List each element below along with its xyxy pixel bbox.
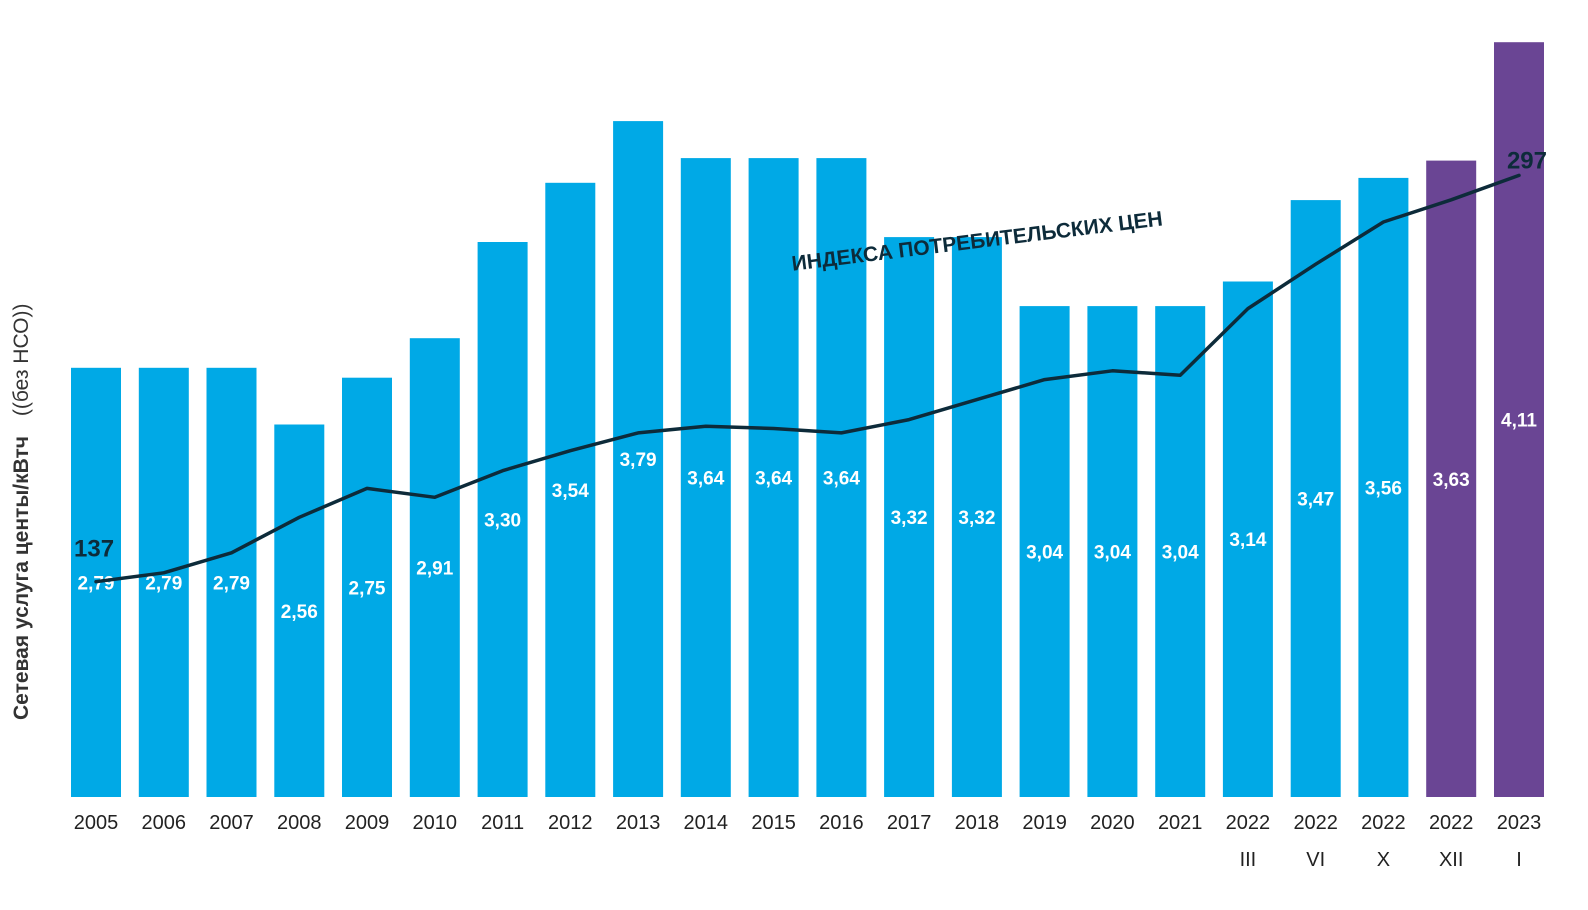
x-tick-label-15: 2020 [1090,812,1135,834]
x-tick-sublabel-18: VI [1306,849,1325,871]
x-tick-sublabel-17: III [1240,849,1257,871]
x-tick-label-6: 2011 [481,812,524,834]
x-tick-label-20: 2022 [1429,812,1474,834]
bar-value-label-3: 2,56 [281,602,318,623]
bar-7 [545,182,596,798]
bar-5 [409,338,460,797]
bar-19 [1358,177,1409,797]
cpi-line [94,173,1521,584]
bar-labels-group: 2,79 2,79 2,79 2,56 2,75 2,91 3,30 3,54 3,79 3,64… [78,411,1538,623]
bar-value-label-0: 2,79 [78,573,115,594]
bar-value-label-11: 3,64 [823,469,860,490]
bar-value-label-13: 3,32 [958,508,995,529]
x-tick-label-9: 2014 [684,812,729,834]
x-tick-label-4: 2009 [345,812,390,834]
x-tick-label-8: 2013 [616,812,661,834]
x-tick-label-12: 2017 [887,812,932,834]
bar-11 [816,158,867,798]
bar-value-label-21: 4,11 [1501,411,1537,432]
y-axis-label: Сетевая услуга центы/кВтч [10,436,33,720]
x-tick-sublabel-19: X [1377,849,1390,871]
bar-value-label-2: 2,79 [213,573,250,594]
x-tick-label-18: 2022 [1293,812,1338,834]
bar-1 [138,367,189,797]
bar-value-label-15: 3,04 [1094,543,1131,564]
bar-3 [274,424,325,797]
x-axis-ticks: 2005 2006 2007 2008 2009 2010 2011 2012 2013 2014… [74,812,1542,871]
bar-6 [477,242,528,797]
svg-text:Сетевая услуга центы/кВтч: Сетевая услуга центы/кВтч ((без НСО)) [10,304,33,720]
bar-16 [1155,306,1206,797]
x-tick-label-19: 2022 [1361,812,1406,834]
bar-value-label-10: 3,64 [755,469,792,490]
x-tick-label-21: 2023 [1497,812,1542,834]
bar-21 [1494,42,1544,797]
bar-14 [1019,306,1070,797]
x-tick-label-16: 2021 [1158,812,1203,834]
bar-value-label-20: 3,63 [1433,470,1470,491]
x-tick-label-0: 2005 [74,812,119,834]
x-tick-sublabel-20: XII [1439,849,1463,871]
bar-value-label-19: 3,56 [1365,478,1402,499]
bar-value-label-6: 3,30 [484,511,521,532]
x-tick-label-7: 2012 [548,812,593,834]
x-tick-label-14: 2019 [1022,812,1067,834]
bar-15 [1087,306,1138,797]
bar-2 [206,367,257,797]
cpi-start-label: 137 [74,536,114,563]
bar-value-label-9: 3,64 [687,469,724,490]
cpi-end-label: 297 [1507,147,1547,174]
bar-value-label-16: 3,04 [1162,543,1199,564]
bar-value-label-4: 2,75 [349,578,386,599]
y-axis-note: ((без НСО)) [10,304,33,417]
x-tick-label-17: 2022 [1226,812,1271,834]
bar-13 [951,237,1002,798]
bar-value-label-7: 3,54 [552,481,589,502]
bar-20 [1426,160,1477,798]
x-tick-label-2: 2007 [209,812,254,834]
bar-9 [680,158,731,798]
bar-8 [613,121,664,798]
bar-value-label-8: 3,79 [620,450,657,471]
bar-value-label-18: 3,47 [1297,490,1334,511]
bar-value-label-5: 2,91 [416,559,453,580]
y-axis-title: Сетевая услуга центы/кВтч ((без НСО)) [10,304,33,720]
x-tick-label-13: 2018 [955,812,1000,834]
x-tick-label-3: 2008 [277,812,322,834]
x-tick-label-5: 2010 [413,812,458,834]
bars-group [71,42,1544,798]
bar-value-label-1: 2,79 [145,573,182,594]
x-tick-label-11: 2016 [819,812,864,834]
x-tick-label-10: 2015 [751,812,796,834]
bar-12 [884,237,935,798]
bar-10 [748,158,799,798]
x-tick-sublabel-21: I [1516,849,1522,871]
bar-17 [1222,281,1273,797]
bar-value-label-14: 3,04 [1026,543,1063,564]
bar-value-label-17: 3,14 [1229,530,1266,551]
bar-4 [342,377,392,797]
bar-value-label-12: 3,32 [891,508,928,529]
bar-18 [1290,200,1341,798]
x-tick-label-1: 2006 [142,812,187,834]
